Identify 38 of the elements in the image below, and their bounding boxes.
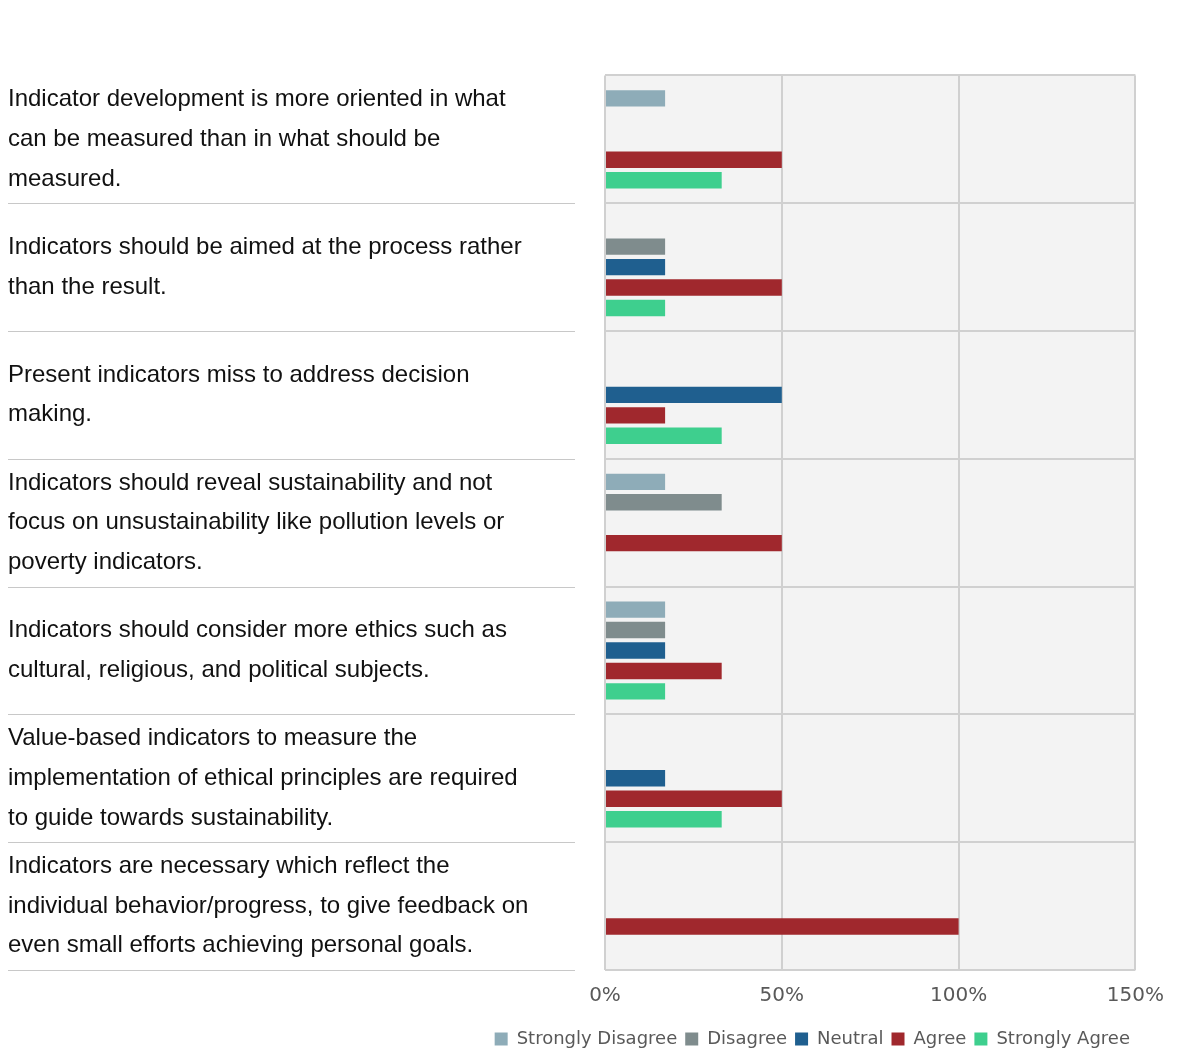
bar	[606, 427, 722, 444]
bar	[606, 811, 722, 828]
bar	[606, 90, 666, 107]
bar	[606, 238, 666, 255]
y-tick-label: Indicators should consider more ethics such as cultural, religious, and political subjects.	[8, 615, 507, 682]
x-tick-label: 50%	[759, 982, 805, 1007]
bar	[606, 642, 666, 659]
y-tick-label: Present indicators miss to address decision making.	[8, 359, 470, 427]
y-tick-label: Indicator development is more oriented in what can be measured than in what should be measured.	[8, 84, 506, 191]
legend-label: Agree	[913, 1026, 967, 1048]
bar	[606, 494, 722, 511]
legend-label: Strongly Disagree	[516, 1026, 678, 1048]
bar	[606, 386, 782, 404]
bar	[606, 258, 666, 276]
bar	[606, 770, 666, 787]
y-tick-label: Value-based indicators to measure the implementation of ethical principles are required to guide towards sustainability.	[8, 723, 518, 830]
bar	[606, 299, 666, 317]
legend-label: Neutral	[817, 1026, 884, 1048]
bar	[606, 621, 666, 639]
bar	[606, 473, 666, 490]
bar	[606, 662, 722, 680]
bar	[606, 279, 782, 296]
bar	[606, 683, 666, 700]
y-tick-label: Indicators should be aimed at the process rather than the result.	[8, 231, 522, 299]
bar	[606, 918, 959, 935]
bar	[606, 172, 722, 189]
bar	[606, 534, 782, 552]
bar	[606, 407, 666, 424]
bar	[606, 151, 782, 168]
x-tick-label: 0%	[589, 982, 621, 1007]
x-tick-label: 100%	[930, 982, 988, 1007]
y-tick-label: Indicators are necessary which reflect the individual behavior/progress, to give feedback on even small efforts achieving personal goals.	[8, 851, 529, 958]
y-tick-label: Indicators should reveal sustainability and not focus on unsustainability like pollution levels or poverty indicators.	[8, 467, 505, 574]
legend-label: Strongly Agree	[996, 1026, 1131, 1048]
x-tick-label: 150%	[1106, 982, 1164, 1007]
bar	[606, 601, 666, 618]
bar	[606, 790, 782, 807]
legend-label: Disagree	[707, 1026, 788, 1048]
